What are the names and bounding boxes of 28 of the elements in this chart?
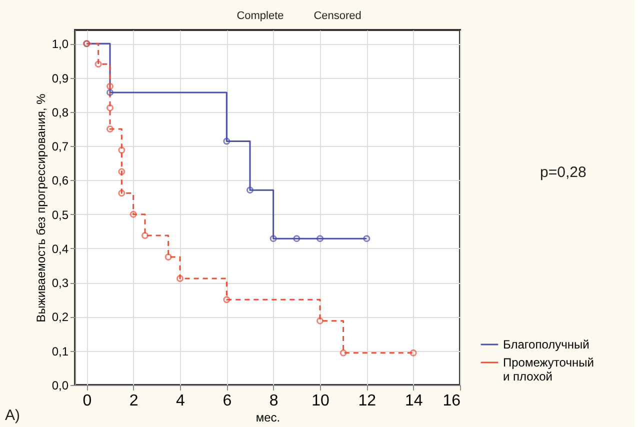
text: A) [5,407,20,424]
x-tick-label: 16 [442,392,461,410]
x-axis-title: мес. [256,410,280,424]
text: Censored [314,10,362,22]
y-tick-label: 0,0 [52,378,69,392]
y-tick-label: 0,1 [52,344,69,358]
y-tick-label: 0,6 [52,174,69,188]
y-tick-label: 0,4 [52,242,69,256]
y-tick-label: 0,5 [52,208,69,222]
y-tick-label: 0,9 [52,71,69,86]
y-tick-label: 0,7 [52,140,69,154]
legend-label: Благополучный [503,338,590,352]
x-tick-label: 10 [312,392,330,410]
x-tick-label: 4 [176,392,186,410]
y-tick-label: 0,2 [52,310,69,324]
y-tick-label: 0,8 [52,105,69,120]
x-tick-label: 8 [269,392,278,410]
x-tick-label: 6 [222,392,232,410]
text: p=0,28 [540,164,586,181]
text: Complete [236,10,284,22]
y-tick-label: 1,0 [52,37,69,52]
legend-label: Промежуточный и плохой [503,356,594,384]
x-tick-label: 0 [82,392,92,410]
x-tick-label: 2 [129,392,138,410]
y-tick-label: 0,3 [52,276,69,290]
x-tick-label: 12 [358,392,376,410]
x-tick-label: 14 [404,392,423,410]
y-axis-title: Выживаемость без прогрессирования, % [34,93,48,322]
